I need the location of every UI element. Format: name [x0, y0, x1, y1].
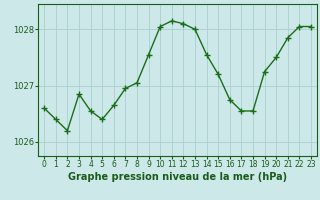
X-axis label: Graphe pression niveau de la mer (hPa): Graphe pression niveau de la mer (hPa): [68, 172, 287, 182]
